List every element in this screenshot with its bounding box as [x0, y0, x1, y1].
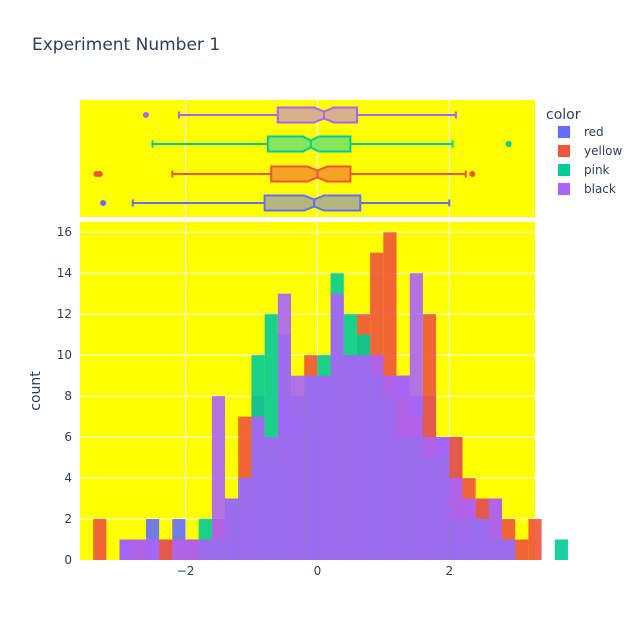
box-plots — [93, 106, 512, 212]
y-tick-label: 12 — [57, 307, 72, 321]
histogram-bar-yellow — [93, 519, 107, 560]
legend-label: red — [584, 125, 604, 139]
x-axis-ticks: −2 0 2 — [177, 564, 453, 578]
y-tick-label: 8 — [64, 389, 72, 403]
histogram-bar-black — [356, 355, 371, 560]
histogram-bar-black — [172, 539, 186, 560]
histogram-bar-black — [396, 375, 410, 560]
y-tick-label: 4 — [64, 471, 72, 485]
histogram-bar-black — [264, 437, 278, 560]
y-tick-label: 16 — [57, 225, 72, 239]
histogram-bar-black — [251, 416, 265, 560]
legend: color red yellow pink black — [546, 107, 622, 196]
histogram-bar-black — [185, 539, 199, 560]
histogram-bar-black — [145, 539, 160, 560]
histogram-bar-black — [304, 375, 318, 560]
histogram-bar-yellow — [515, 539, 529, 560]
legend-item-black[interactable]: black — [558, 182, 616, 196]
legend-swatch — [558, 183, 570, 195]
histogram-bar-black — [436, 437, 450, 560]
histogram-bar-black — [488, 498, 503, 560]
histogram-bar-black — [211, 396, 226, 560]
y-axis-label: count — [28, 371, 44, 411]
legend-swatch — [558, 145, 570, 157]
box-body — [270, 165, 352, 183]
histogram-bar-black — [238, 478, 252, 560]
y-tick-label: 6 — [64, 430, 72, 444]
legend-label: black — [584, 182, 616, 196]
y-tick-label: 0 — [64, 553, 72, 567]
histogram-bar-black — [383, 375, 397, 560]
box-plot-red — [100, 194, 451, 212]
histogram-bar-black — [422, 437, 437, 560]
histogram-bar-black — [449, 478, 463, 560]
histogram-bar-black — [409, 273, 423, 560]
histogram-bar-black — [225, 498, 239, 560]
histogram-bar-pink — [554, 539, 568, 560]
chart-title: Experiment Number 1 — [32, 35, 220, 55]
x-tick-label: −2 — [177, 564, 195, 578]
histogram-bars — [93, 232, 568, 560]
histogram-bar-black — [475, 519, 489, 560]
legend-swatch — [558, 126, 570, 138]
legend-item-red[interactable]: red — [558, 125, 604, 139]
outlier-point — [505, 141, 512, 147]
histogram-bar-black — [277, 293, 292, 560]
legend-swatch — [558, 164, 570, 176]
y-tick-label: 2 — [64, 512, 72, 526]
outlier-point — [469, 171, 476, 177]
y-tick-label: 10 — [57, 348, 72, 362]
box-body — [266, 135, 352, 153]
histogram-bar-black — [291, 375, 305, 560]
histogram-bar-black — [502, 539, 516, 560]
outlier-point — [100, 200, 107, 206]
histogram-bar-black — [198, 539, 212, 560]
histogram-bar-black — [370, 355, 384, 560]
histogram-bar-yellow — [528, 519, 542, 560]
histogram-bar-black — [343, 355, 357, 560]
outlier-point — [142, 112, 149, 118]
histogram-bar-yellow — [159, 539, 173, 560]
histogram-bar-black — [317, 375, 331, 560]
legend-label: pink — [584, 163, 610, 177]
box-body — [276, 106, 358, 124]
outlier-point — [96, 171, 103, 177]
histogram-bar-black — [119, 539, 133, 560]
x-tick-label: 0 — [314, 564, 322, 578]
legend-label: yellow — [584, 144, 622, 158]
y-axis-ticks: 0 2 4 6 8 10 12 14 16 — [57, 225, 72, 567]
box-plot-black — [142, 106, 457, 124]
legend-item-pink[interactable]: pink — [558, 163, 610, 177]
y-tick-label: 14 — [57, 266, 72, 280]
box-plot-pink — [151, 135, 512, 153]
histogram-bar-black — [132, 539, 146, 560]
legend-item-yellow[interactable]: yellow — [558, 144, 622, 158]
x-tick-label: 2 — [445, 564, 453, 578]
legend-title: color — [546, 107, 581, 123]
histogram-bar-black — [462, 498, 476, 560]
histogram-bar-black — [330, 293, 344, 560]
box-body — [263, 194, 362, 212]
box-plot-yellow — [93, 165, 476, 183]
